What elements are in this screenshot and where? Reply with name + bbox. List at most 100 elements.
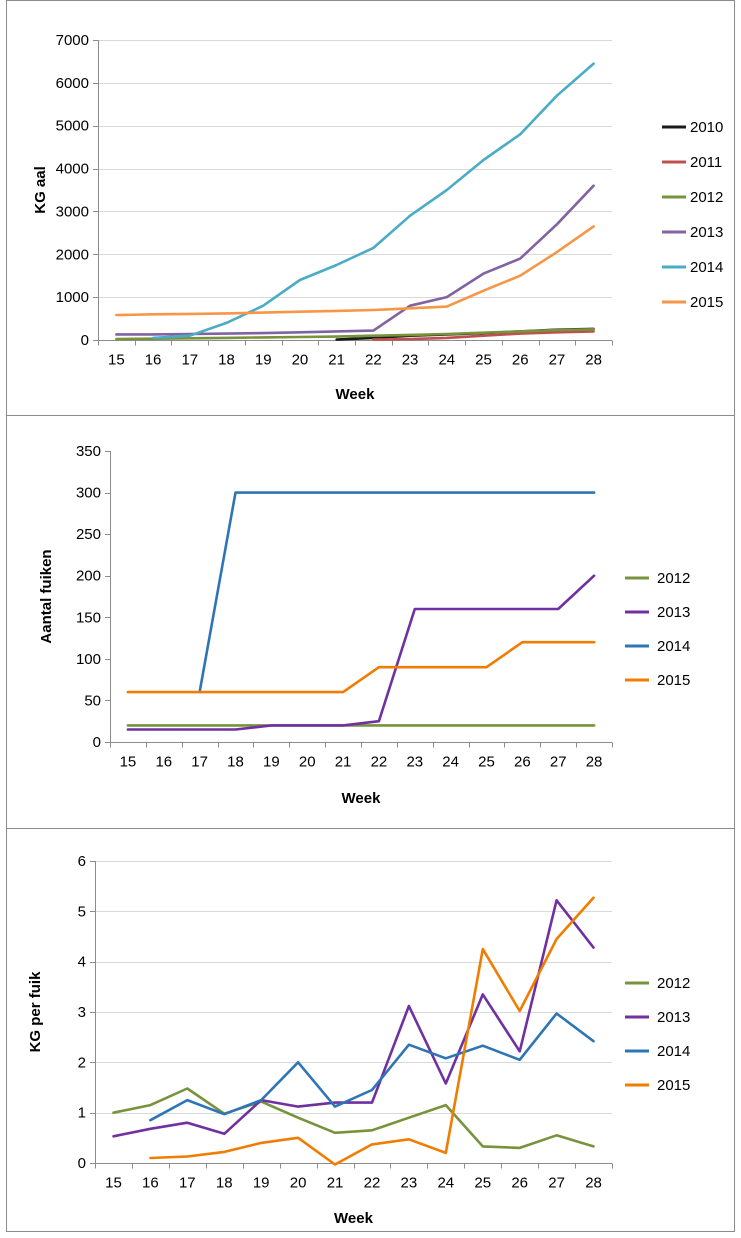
x-tick-label: 23 <box>406 754 423 771</box>
y-tick-label: 4 <box>78 954 86 971</box>
x-tick-label: 28 <box>586 754 603 771</box>
x-tick-label: 22 <box>365 352 382 369</box>
legend: 2012 2013 2014 2015 <box>625 570 690 689</box>
y-tick-label: 0 <box>93 734 101 751</box>
x-tick-label: 24 <box>438 352 455 369</box>
y-tick-label: 6000 <box>56 75 89 92</box>
x-tick-label: 28 <box>585 1175 602 1192</box>
y-tick-label: 5 <box>78 903 86 920</box>
series-line-2013 <box>126 574 596 731</box>
x-tick-label: 20 <box>290 1175 307 1192</box>
x-tick-label: 26 <box>512 352 529 369</box>
legend-label-2013: 2013 <box>657 1009 690 1026</box>
y-axis-title: KG aal <box>32 166 49 214</box>
series-line-2013 <box>112 898 595 1138</box>
series-line-2015 <box>115 225 595 317</box>
x-tick-label: 19 <box>263 754 280 771</box>
x-tick-label: 25 <box>474 1175 491 1192</box>
series-line-2012 <box>112 1087 595 1150</box>
y-tick-label: 3000 <box>56 203 89 220</box>
y-tick-label: 6 <box>78 853 86 870</box>
legend-label-2015: 2015 <box>657 672 690 689</box>
y-tick-label: 7000 <box>56 32 89 49</box>
legend: 2010 2011 2012 2013 2014 2015 <box>662 119 723 311</box>
chart-2: 0 50 100 150 200 250 300 350 15 16 17 18 19 20 21 22 23 2… <box>38 443 690 807</box>
legend-label-2014: 2014 <box>657 1043 690 1060</box>
series-line-2012 <box>115 327 595 341</box>
x-tick-label: 20 <box>292 352 309 369</box>
x-tick-label: 27 <box>549 352 566 369</box>
legend-label-2012: 2012 <box>690 189 723 206</box>
series-2015 <box>126 640 596 694</box>
y-tick-label: 300 <box>76 485 101 502</box>
y-tick-label: 4000 <box>56 161 89 178</box>
x-tick-label: 26 <box>511 1175 528 1192</box>
chart-1: 0 1000 2000 3000 4000 5000 6000 7000 15 16 17 18 19 2… <box>32 32 723 403</box>
y-tick-label: 5000 <box>56 118 89 135</box>
legend-label-2012: 2012 <box>657 975 690 992</box>
x-tick-label: 27 <box>548 1175 565 1192</box>
x-tick-label: 21 <box>327 1175 344 1192</box>
y-tick-label: 0 <box>81 332 89 349</box>
legend-label-2013: 2013 <box>657 604 690 621</box>
legend-label-2010: 2010 <box>690 119 723 136</box>
x-tick-label: 15 <box>108 352 125 369</box>
x-tick-label: 27 <box>550 754 567 771</box>
legend-label-2015: 2015 <box>657 1077 690 1094</box>
y-axis-title: Aantal fuiken <box>38 549 55 643</box>
y-tick-label: 1000 <box>56 289 89 306</box>
x-tick-label: 23 <box>401 1175 418 1192</box>
x-tick-label: 18 <box>227 754 244 771</box>
y-tick-label: 150 <box>76 609 101 626</box>
x-axis-title: Week <box>334 1210 374 1227</box>
series-2014 <box>198 491 596 694</box>
x-tick-label: 16 <box>145 352 162 369</box>
y-tick-label: 50 <box>84 692 101 709</box>
series-2013 <box>112 898 595 1138</box>
panel-2-frame <box>6 415 735 829</box>
y-tick-label: 200 <box>76 568 101 585</box>
x-tick-label: 24 <box>437 1175 454 1192</box>
y-tick-label: 1 <box>78 1105 86 1122</box>
x-tick-label: 22 <box>371 754 388 771</box>
y-tick-label: 350 <box>76 443 101 460</box>
x-tick-label: 24 <box>442 754 459 771</box>
x-tick-label: 18 <box>216 1175 233 1192</box>
legend-label-2012: 2012 <box>657 570 690 587</box>
series-line-2014 <box>198 491 596 694</box>
series-2012 <box>112 1087 595 1150</box>
series-2015 <box>149 896 595 1166</box>
legend-label-2013: 2013 <box>690 224 723 241</box>
y-tick-label: 0 <box>78 1155 86 1172</box>
y-tick-label: 2000 <box>56 246 89 263</box>
x-tick-label: 16 <box>155 754 172 771</box>
x-tick-label: 17 <box>179 1175 196 1192</box>
x-tick-label: 21 <box>328 352 345 369</box>
legend-label-2014: 2014 <box>690 259 723 276</box>
x-tick-label: 16 <box>142 1175 159 1192</box>
series-2013 <box>126 574 596 731</box>
series-line-2015 <box>126 640 596 694</box>
series-2014 <box>151 62 595 340</box>
legend: 2012 2013 2014 2015 <box>625 975 690 1094</box>
x-tick-label: 17 <box>181 352 198 369</box>
series-line-2014 <box>151 62 595 340</box>
y-tick-label: 2 <box>78 1054 86 1071</box>
x-tick-label: 21 <box>335 754 352 771</box>
x-tick-label: 28 <box>585 352 602 369</box>
y-tick-label: 100 <box>76 651 101 668</box>
x-tick-label: 19 <box>255 352 272 369</box>
series-2014 <box>149 1012 595 1122</box>
x-tick-label: 22 <box>364 1175 381 1192</box>
x-tick-label: 25 <box>475 352 492 369</box>
x-tick-label: 19 <box>253 1175 270 1192</box>
panel-1-frame <box>6 0 735 416</box>
series-line-2014 <box>149 1012 595 1122</box>
series-2011 <box>372 330 595 341</box>
x-axis-title: Week <box>336 386 376 403</box>
x-tick-label: 23 <box>402 352 419 369</box>
series-2012 <box>115 327 595 341</box>
